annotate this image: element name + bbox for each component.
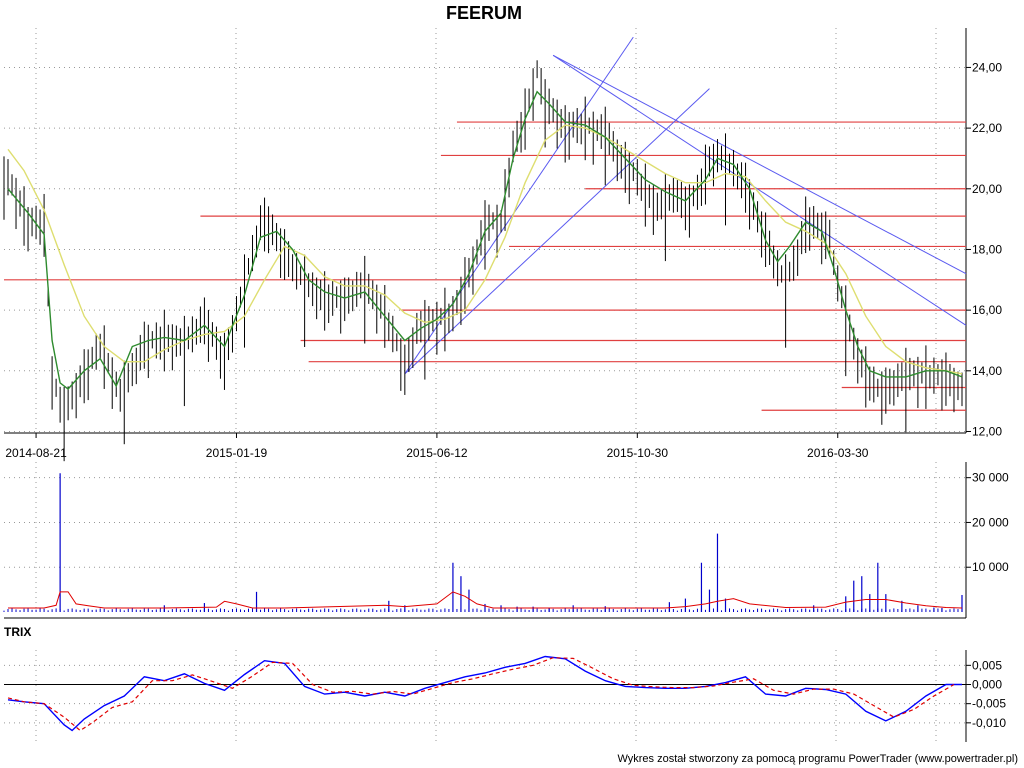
trend-line: [404, 88, 710, 375]
trend-line: [552, 54, 967, 326]
trix-y-tick-label: -0,005: [972, 697, 1006, 711]
trix-panel-title: TRIX: [4, 625, 31, 639]
trix-line: [7, 655, 962, 732]
footer-credit: Wykres został stworzony za pomocą progra…: [617, 753, 1018, 765]
price-y-tick-label: 20,00: [972, 182, 1002, 196]
price-y-tick-label: 18,00: [972, 242, 1002, 256]
trend-line: [404, 36, 634, 375]
price-x-tick-label: 2015-06-12: [406, 446, 468, 460]
price-y-tick-label: 12,00: [972, 424, 1002, 438]
short-moving-average-line: [7, 90, 963, 390]
price-y-tick-label: 22,00: [972, 121, 1002, 135]
volume-average-line: [8, 591, 963, 609]
trix-panel: TRIX 0,005 0,000 -0,005 -0,010: [4, 625, 1006, 742]
price-x-tick-label: 2014-08-21: [5, 446, 67, 460]
chart-title: FEERUM: [446, 3, 522, 23]
volume-y-tick-label: 30 000: [972, 471, 1009, 485]
price-y-tick-label: 14,00: [972, 364, 1002, 378]
trix-y-tick-label: -0,010: [972, 716, 1006, 730]
volume-y-tick-label: 20 000: [972, 515, 1009, 529]
price-y-tick-label: 16,00: [972, 303, 1002, 317]
trix-y-tick-label: 0,000: [972, 678, 1002, 692]
long-moving-average-line: [7, 124, 963, 375]
price-x-tick-label: 2015-01-19: [206, 446, 268, 460]
price-x-tick-label: 2015-10-30: [607, 446, 669, 460]
trix-signal-line: [7, 657, 955, 732]
volume-y-tick-label: 10 000: [972, 560, 1009, 574]
price-x-tick-label: 2016-03-30: [807, 446, 869, 460]
price-panel: 12,00 14,00 16,00 18,00 20,00 22,00 24,00 2014-…: [3, 28, 1002, 462]
trend-line: [552, 54, 967, 275]
volume-panel: 10 000 20 000 30 000: [3, 462, 1009, 619]
price-y-tick-label: 24,00: [972, 60, 1002, 74]
trix-y-tick-label: 0,005: [972, 658, 1002, 672]
